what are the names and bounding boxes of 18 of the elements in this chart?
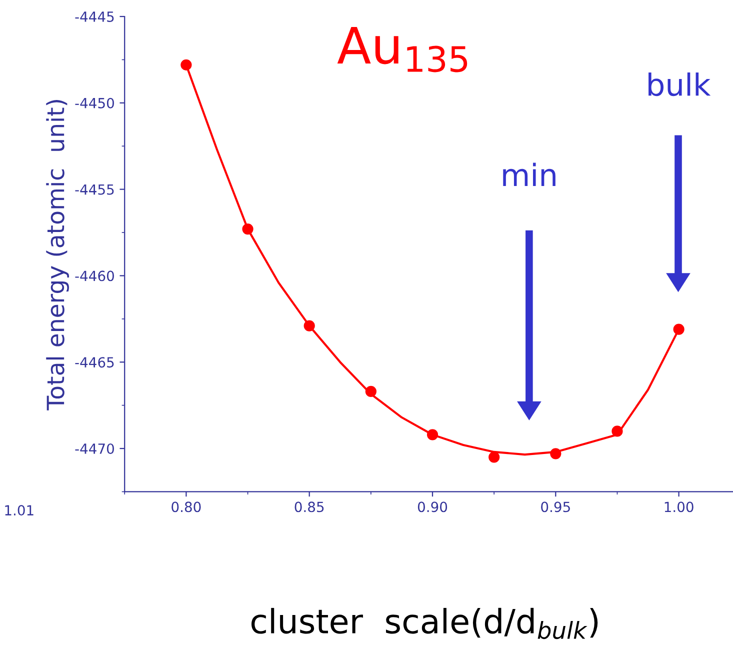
y-tick-label: -4455 (75, 184, 114, 195)
chart-title: Au$_{135}$ (337, 27, 468, 72)
x-tick-label: 1.00 (664, 502, 694, 512)
y-axis-title: Total energy (atomic unit) (46, 100, 69, 410)
x-tick-label: 0.80 (172, 502, 201, 512)
x-tick-label: 0.95 (541, 502, 570, 512)
annotation: min (503, 162, 556, 186)
point (488, 452, 500, 463)
y-tick-label: -4460 (75, 270, 114, 282)
y-tick-label: -4445 (75, 12, 114, 22)
x-tick-label: 0.90 (418, 502, 448, 512)
annotation: bulk (648, 72, 711, 96)
y-tick-label: -4470 (75, 443, 114, 454)
y-tick-label: -4450 (75, 98, 114, 108)
x-tick-label: 0.85 (294, 502, 324, 512)
y-tick-label: -4465 (75, 357, 114, 368)
text: 1.01 (5, 505, 34, 516)
x-axis-title: cluster scale(d/d$_{bulk}$) (251, 608, 598, 640)
